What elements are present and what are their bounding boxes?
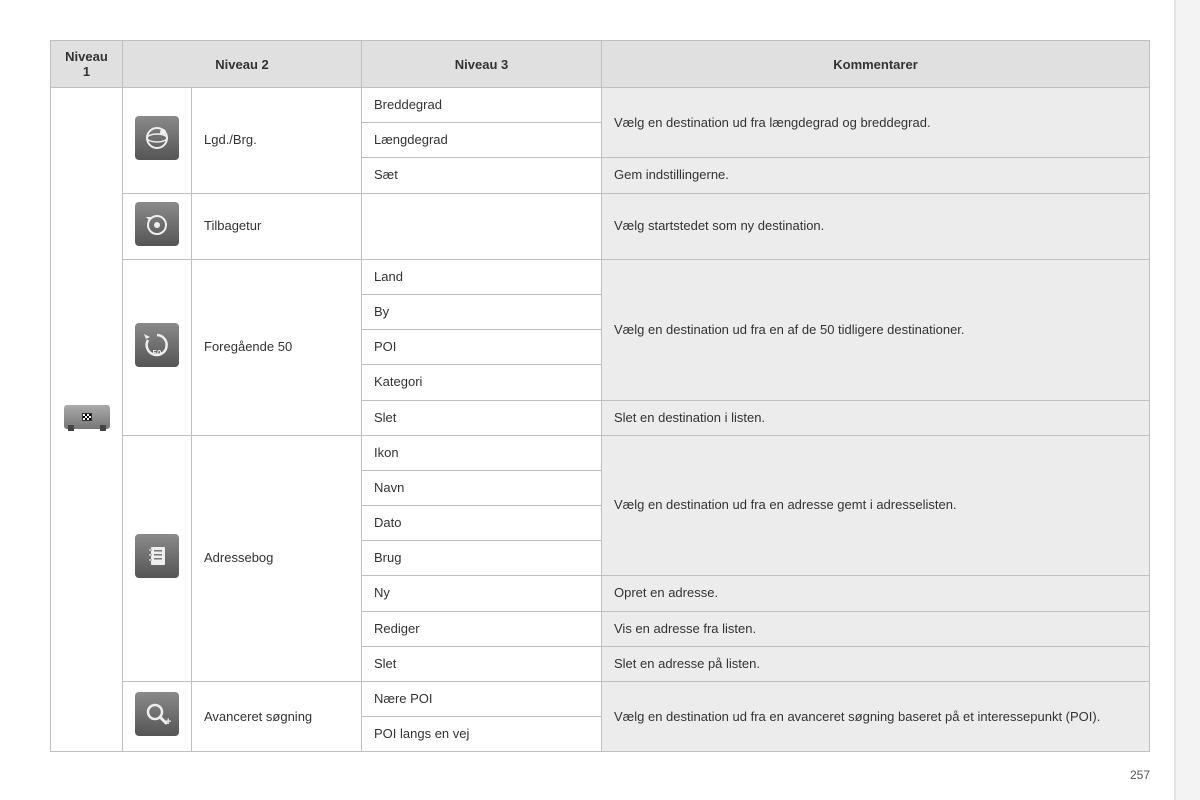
- lvl2-advsearch: Avanceret søgning: [192, 682, 362, 752]
- address-book-icon: [135, 534, 179, 578]
- comment-addressbook-4: Slet en adresse på listen.: [602, 646, 1150, 681]
- table-row: Adressebog Ikon Vælg en destination ud f…: [51, 435, 1150, 470]
- header-niveau3: Niveau 3: [362, 41, 602, 88]
- lvl3-tilbagetur-empty: [362, 193, 602, 259]
- table-row: 50 Foregående 50 Land Vælg en destinatio…: [51, 259, 1150, 294]
- lvl2-previous50: Foregående 50: [192, 259, 362, 435]
- lvl3-prev-slet: Slet: [362, 400, 602, 435]
- icon-cell-tilbagetur: [123, 193, 192, 259]
- icon-cell-addressbook: [123, 435, 192, 681]
- header-kommentarer: Kommentarer: [602, 41, 1150, 88]
- table-row: Lgd./Brg. Breddegrad Vælg en destination…: [51, 88, 1150, 123]
- lvl3-saet: Sæt: [362, 158, 602, 193]
- lvl3-ikon: Ikon: [362, 435, 602, 470]
- history-50-icon: 50: [135, 323, 179, 367]
- menu-hierarchy-table: Niveau 1 Niveau 2 Niveau 3 Kommentarer L…: [50, 40, 1150, 752]
- comment-lgdbrg-2: Gem indstillingerne.: [602, 158, 1150, 193]
- globe-coordinates-icon: [135, 116, 179, 160]
- icon-cell-advsearch: +: [123, 682, 192, 752]
- lvl2-addressbook: Adressebog: [192, 435, 362, 681]
- icon-cell-previous50: 50: [123, 259, 192, 435]
- lvl3-land: Land: [362, 259, 602, 294]
- lvl3-laengdegrad: Længdegrad: [362, 123, 602, 158]
- lvl3-by: By: [362, 294, 602, 329]
- lvl3-alongpoi: POI langs en vej: [362, 717, 602, 752]
- niveau1-cell: [51, 88, 123, 752]
- lvl3-brug: Brug: [362, 541, 602, 576]
- comment-addressbook-2: Opret en adresse.: [602, 576, 1150, 611]
- svg-text:50: 50: [153, 349, 162, 358]
- lvl3-breddegrad: Breddegrad: [362, 88, 602, 123]
- lvl3-kategori: Kategori: [362, 365, 602, 400]
- comment-tilbagetur: Vælg startstedet som ny destination.: [602, 193, 1150, 259]
- advanced-search-icon: +: [135, 692, 179, 736]
- lvl3-dato: Dato: [362, 506, 602, 541]
- table-header-row: Niveau 1 Niveau 2 Niveau 3 Kommentarer: [51, 41, 1150, 88]
- lvl3-addr-slet: Slet: [362, 646, 602, 681]
- page-number: 257: [1130, 768, 1150, 782]
- lvl3-ny: Ny: [362, 576, 602, 611]
- header-niveau2: Niveau 2: [123, 41, 362, 88]
- table-row: Tilbagetur Vælg startstedet som ny desti…: [51, 193, 1150, 259]
- lvl3-navn: Navn: [362, 470, 602, 505]
- lvl2-lgdbrg: Lgd./Brg.: [192, 88, 362, 194]
- comment-advsearch: Vælg en destination ud fra en avanceret …: [602, 682, 1150, 752]
- comment-addressbook-3: Vis en adresse fra listen.: [602, 611, 1150, 646]
- lvl3-rediger: Rediger: [362, 611, 602, 646]
- lvl3-poi: POI: [362, 330, 602, 365]
- lvl3-nearpoi: Nære POI: [362, 682, 602, 717]
- destination-bracket-icon: [64, 405, 110, 429]
- return-trip-icon: [135, 202, 179, 246]
- manual-page: Niveau 1 Niveau 2 Niveau 3 Kommentarer L…: [0, 0, 1200, 800]
- icon-cell-lgdbrg: [123, 88, 192, 194]
- comment-previous50-2: Slet en destination i listen.: [602, 400, 1150, 435]
- comment-lgdbrg-1: Vælg en destination ud fra længdegrad og…: [602, 88, 1150, 158]
- header-niveau1: Niveau 1: [51, 41, 123, 88]
- svg-text:+: +: [165, 716, 171, 728]
- comment-previous50-1: Vælg en destination ud fra en af de 50 t…: [602, 259, 1150, 400]
- lvl2-tilbagetur: Tilbagetur: [192, 193, 362, 259]
- table-row: + Avanceret søgning Nære POI Vælg en des…: [51, 682, 1150, 717]
- comment-addressbook-1: Vælg en destination ud fra en adresse ge…: [602, 435, 1150, 576]
